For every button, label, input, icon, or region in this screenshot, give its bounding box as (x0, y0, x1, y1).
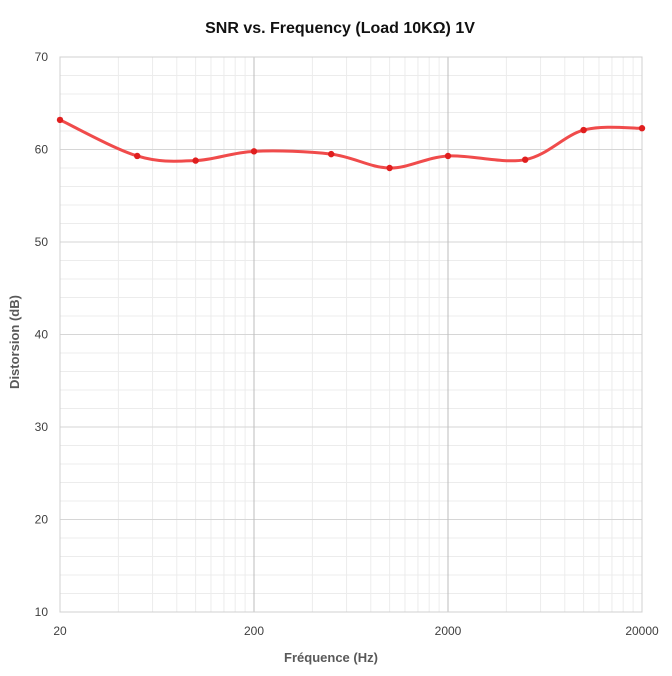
data-point (250, 148, 258, 155)
y-tick-label: 30 (35, 420, 49, 434)
plot-area (59, 56, 643, 613)
data-point (328, 150, 335, 158)
data-markers (56, 116, 646, 172)
data-point (444, 152, 452, 160)
x-tick-label: 200 (244, 624, 264, 638)
x-tick-label: 2000 (435, 624, 462, 638)
x-axis-title: Fréquence (Hz) (284, 650, 378, 665)
x-tick-label: 20 (53, 624, 67, 638)
major-gridlines (59, 56, 643, 613)
chart-title: SNR vs. Frequency (Load 10KΩ) 1V (205, 20, 475, 37)
data-point (386, 164, 393, 172)
data-point (522, 156, 529, 163)
y-tick-label: 20 (35, 513, 49, 527)
data-point (580, 126, 587, 134)
y-axis-tick-labels: 10 20 30 40 50 60 70 (35, 50, 49, 619)
y-tick-label: 60 (35, 143, 49, 157)
y-tick-label: 40 (35, 328, 49, 342)
x-tick-label: 20000 (625, 624, 659, 638)
data-point (192, 157, 199, 164)
data-point (134, 152, 141, 160)
data-point (638, 125, 646, 132)
y-axis-title: Distorsion (dB) (7, 295, 22, 389)
data-point (56, 116, 64, 124)
series-line (58, 118, 644, 170)
y-tick-label: 50 (35, 235, 49, 249)
y-tick-label: 10 (35, 605, 49, 619)
y-tick-label: 70 (35, 50, 49, 64)
x-axis-tick-labels: 20 200 2000 20000 (53, 624, 659, 638)
